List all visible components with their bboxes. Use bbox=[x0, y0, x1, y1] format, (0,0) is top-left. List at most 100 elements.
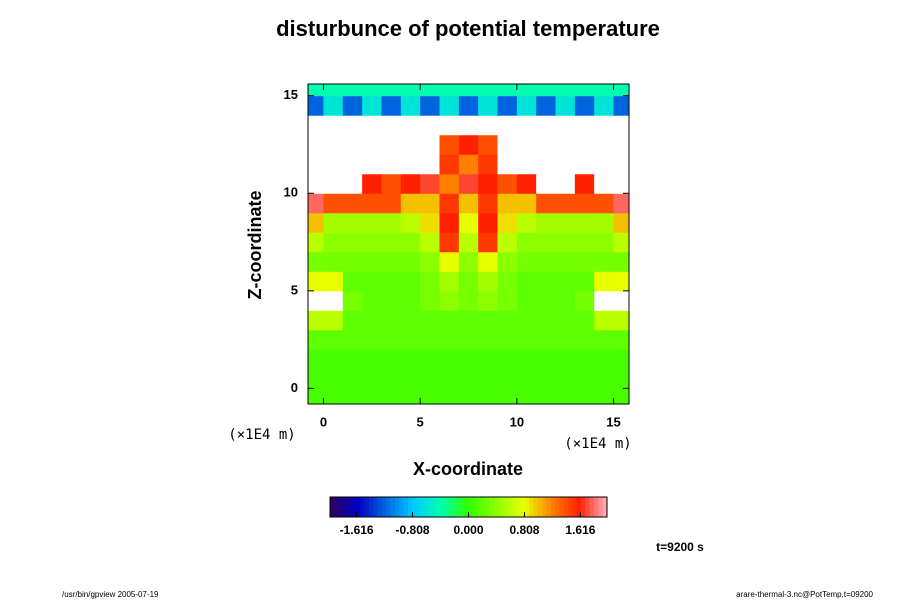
heat-cell bbox=[381, 251, 402, 272]
heat-cell bbox=[497, 251, 518, 272]
heat-cell bbox=[536, 232, 557, 253]
heat-cell bbox=[555, 349, 576, 370]
heat-cell bbox=[536, 134, 557, 155]
heat-cell bbox=[516, 251, 537, 272]
heat-cell bbox=[497, 290, 518, 311]
heat-cell bbox=[516, 134, 537, 155]
heat-cell bbox=[574, 251, 595, 272]
heat-cell bbox=[536, 310, 557, 331]
heat-cell bbox=[497, 154, 518, 175]
heat-cell bbox=[478, 251, 499, 272]
heat-cell bbox=[613, 134, 629, 155]
heat-cell bbox=[478, 388, 499, 404]
colorbar-cell bbox=[360, 497, 365, 517]
heat-cell bbox=[536, 115, 557, 136]
heat-cell bbox=[458, 290, 479, 311]
heat-cell bbox=[323, 232, 344, 253]
heat-cell bbox=[516, 349, 537, 370]
heat-cell bbox=[497, 329, 518, 350]
heat-cell bbox=[516, 329, 537, 350]
heat-cell bbox=[594, 212, 615, 233]
heat-cell bbox=[420, 329, 440, 350]
heat-cell bbox=[323, 388, 344, 404]
heat-cell bbox=[516, 232, 537, 253]
heat-cell bbox=[439, 329, 460, 350]
colorbar-cell bbox=[537, 497, 543, 517]
heat-cell bbox=[516, 95, 537, 116]
y-tick-label: 10 bbox=[284, 185, 298, 200]
heat-cell bbox=[362, 212, 382, 233]
heat-cell bbox=[497, 310, 518, 331]
colorbar-cell bbox=[468, 497, 474, 517]
heat-cell bbox=[613, 212, 629, 233]
x-axis-label: X-coordinate bbox=[413, 459, 523, 479]
colorbar-cell bbox=[477, 497, 482, 517]
colorbar-cell bbox=[533, 497, 539, 517]
colorbar-cell bbox=[412, 497, 417, 517]
heat-cell bbox=[458, 212, 479, 233]
heat-cell bbox=[439, 310, 460, 331]
colorbar-cell bbox=[330, 497, 335, 517]
heat-cell bbox=[555, 115, 576, 136]
footer-right: arare-thermal-3.nc@PotTemp,t=09200 bbox=[736, 590, 873, 599]
heat-cell bbox=[516, 193, 537, 214]
heat-cell bbox=[497, 134, 518, 155]
heat-cell bbox=[555, 154, 576, 175]
heat-cell bbox=[594, 232, 615, 253]
heat-cell bbox=[516, 290, 537, 311]
heat-cell bbox=[308, 115, 324, 136]
heat-cell bbox=[536, 193, 557, 214]
colorbar-cell bbox=[446, 497, 452, 517]
heat-cell bbox=[420, 349, 440, 370]
heat-cell bbox=[613, 84, 629, 97]
heat-cell bbox=[439, 212, 460, 233]
heat-cell bbox=[574, 349, 595, 370]
heat-cell bbox=[439, 290, 460, 311]
heat-cell bbox=[323, 271, 344, 292]
heat-cell bbox=[400, 154, 421, 175]
heat-cell bbox=[308, 193, 324, 214]
heat-cell bbox=[536, 368, 557, 389]
colorbar-cell bbox=[503, 497, 508, 517]
heat-cell bbox=[574, 134, 595, 155]
heat-cell bbox=[362, 329, 382, 350]
colorbar-cell bbox=[334, 497, 339, 517]
heat-cell bbox=[458, 193, 479, 214]
heat-cell bbox=[478, 368, 499, 389]
heat-cell bbox=[323, 290, 344, 311]
heat-cell bbox=[594, 84, 615, 97]
heat-cell bbox=[516, 173, 537, 194]
heat-cell bbox=[516, 388, 537, 404]
x-unit: (×1E4 m) bbox=[564, 436, 631, 452]
heat-cell bbox=[381, 349, 402, 370]
colorbar-cell bbox=[589, 497, 595, 517]
colorbar-cell bbox=[498, 497, 504, 517]
heat-cell bbox=[308, 368, 324, 389]
heat-cell bbox=[613, 349, 629, 370]
heat-cell bbox=[555, 232, 576, 253]
heat-cell bbox=[536, 95, 557, 116]
x-tick-label: 0 bbox=[320, 414, 327, 429]
heat-cell bbox=[555, 310, 576, 331]
heat-cell bbox=[420, 212, 440, 233]
heat-cell bbox=[574, 232, 595, 253]
colorbar-cell bbox=[338, 497, 344, 517]
heat-cell bbox=[555, 134, 576, 155]
heat-cell bbox=[458, 232, 479, 253]
heat-cell bbox=[420, 134, 440, 155]
heat-cell bbox=[458, 154, 479, 175]
heat-cell bbox=[536, 349, 557, 370]
heat-cell bbox=[381, 154, 402, 175]
heat-cell bbox=[420, 95, 440, 116]
heat-cell bbox=[362, 271, 382, 292]
colorbar-cell bbox=[455, 497, 461, 517]
heat-cell bbox=[439, 154, 460, 175]
heat-cell bbox=[342, 271, 363, 292]
x-tick-label: 15 bbox=[606, 414, 620, 429]
colorbar-cell bbox=[399, 497, 404, 517]
heat-cell bbox=[555, 173, 576, 194]
heat-cell bbox=[308, 173, 324, 194]
heat-cell bbox=[458, 84, 479, 97]
heat-cell bbox=[594, 271, 615, 292]
